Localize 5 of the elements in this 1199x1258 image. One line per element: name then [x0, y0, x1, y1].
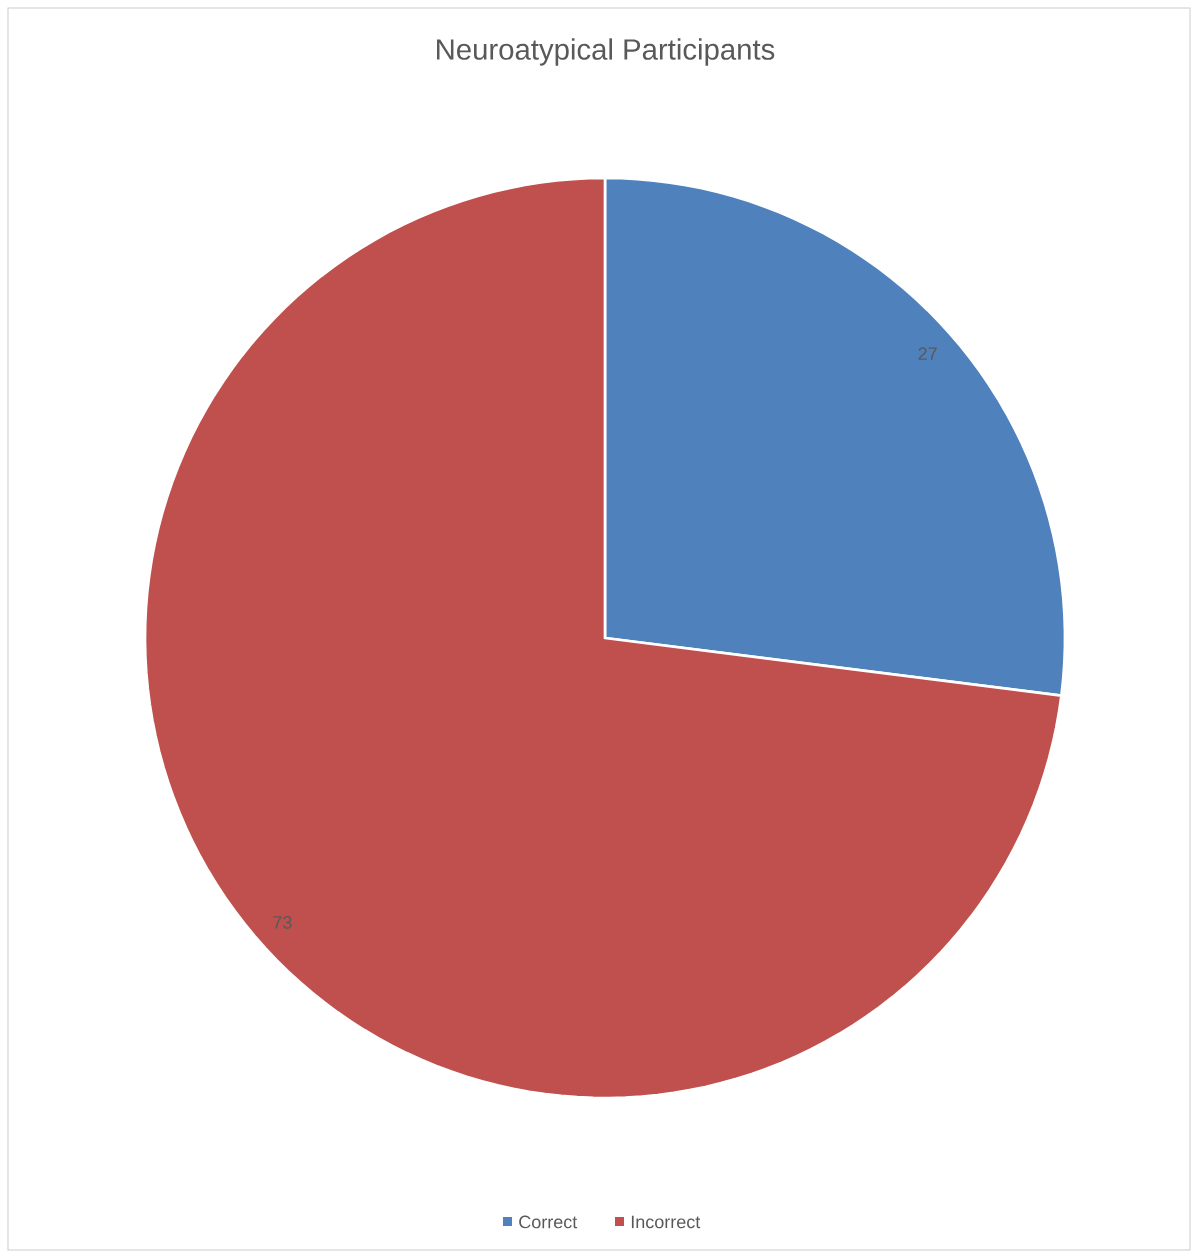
data-label: 73 [273, 916, 292, 929]
data-label: 27 [918, 347, 937, 360]
legend-label: Correct [519, 1215, 578, 1229]
legend-label: Incorrect [631, 1215, 701, 1229]
chart-title: Neuroatypical Participants [437, 38, 775, 66]
